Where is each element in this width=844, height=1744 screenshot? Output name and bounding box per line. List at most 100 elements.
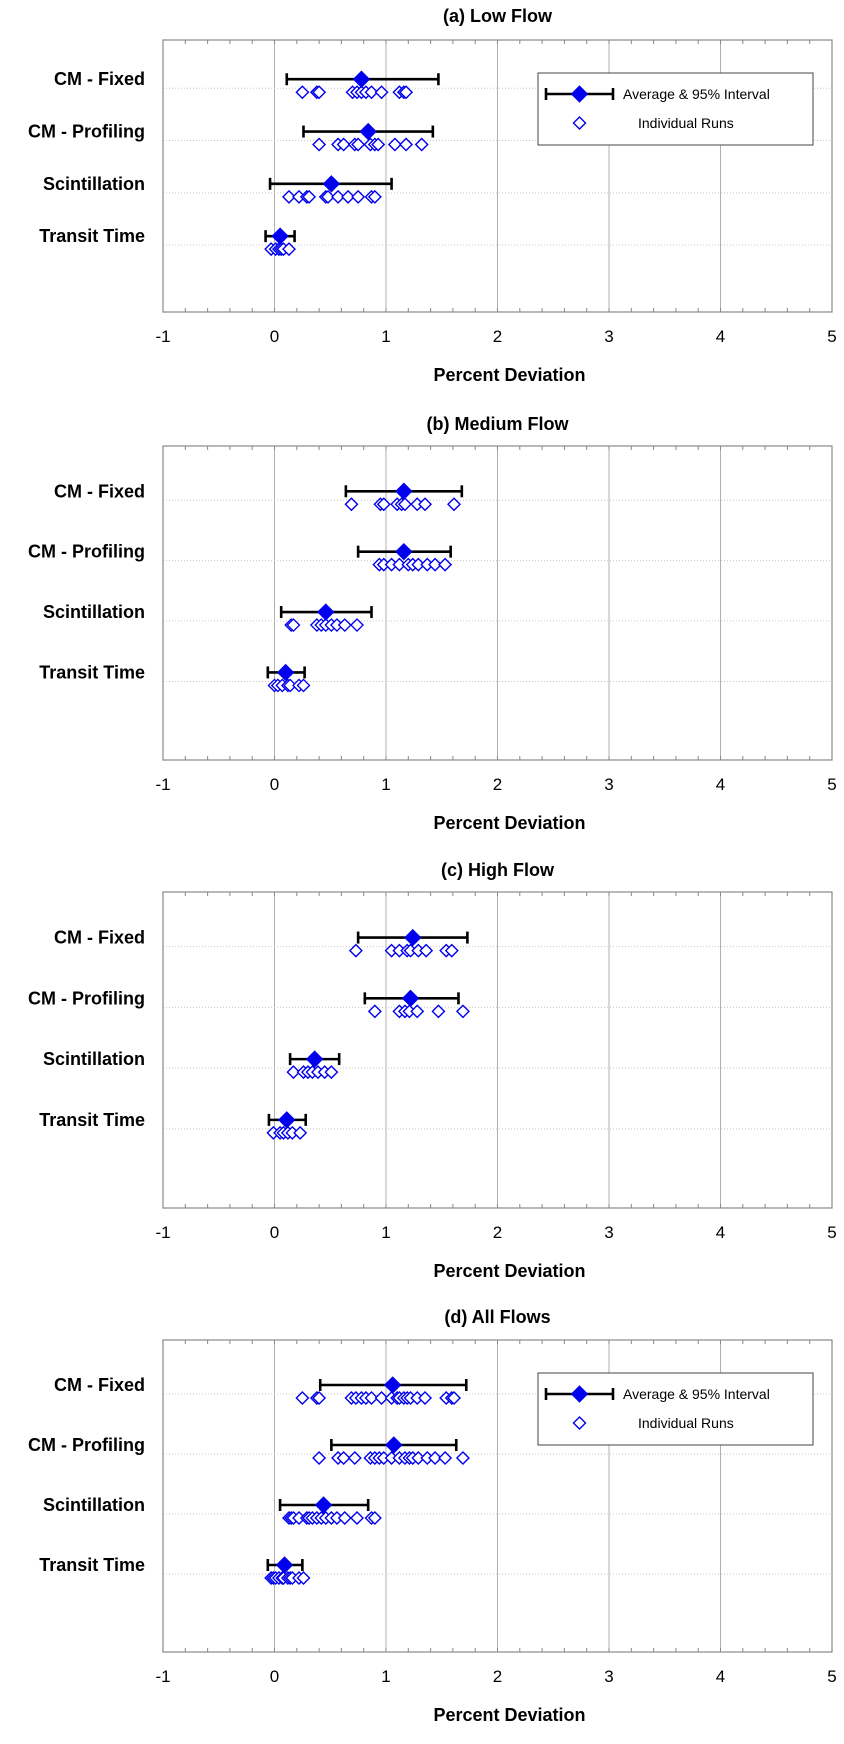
chart-title: (a) Low Flow	[443, 6, 553, 26]
individual-run-marker	[341, 189, 356, 204]
x-tick-label: -1	[155, 327, 170, 346]
category-label: Scintillation	[43, 1049, 145, 1069]
category-series	[278, 1496, 382, 1525]
category-series	[344, 482, 464, 512]
x-tick-label: 3	[604, 327, 613, 346]
individual-run-marker	[431, 1004, 446, 1019]
individual-run-marker	[312, 1391, 327, 1405]
legend-average-marker	[570, 1385, 589, 1403]
individual-run-marker	[410, 1004, 425, 1019]
individual-run-marker	[344, 497, 359, 512]
x-tick-label: -1	[155, 1223, 170, 1242]
individual-run-marker	[312, 1451, 327, 1465]
individual-run-marker	[364, 1391, 379, 1405]
individual-run-marker	[418, 1391, 433, 1405]
category-label: CM - Profiling	[28, 122, 145, 142]
legend-box	[537, 72, 814, 146]
individual-run-marker	[336, 137, 351, 152]
x-tick-label: 0	[270, 1667, 279, 1686]
category-series	[266, 663, 311, 693]
category-label: CM - Profiling	[28, 988, 145, 1008]
legend-run-marker	[572, 1416, 587, 1430]
category-series	[295, 1376, 468, 1405]
x-tick-label: 0	[270, 775, 279, 794]
chart-title: (b) Medium Flow	[427, 414, 570, 434]
individual-run-marker	[286, 1065, 301, 1080]
individual-run-marker	[367, 1004, 382, 1019]
individual-run-marker	[286, 618, 301, 633]
individual-run-marker	[336, 1451, 351, 1465]
individual-run-marker	[374, 85, 389, 100]
category-series	[348, 928, 469, 958]
individual-run-marker	[399, 85, 414, 100]
category-label: CM - Profiling	[28, 542, 145, 562]
legend-label: Average & 95% Interval	[623, 1386, 770, 1402]
category-series	[302, 122, 435, 152]
average-marker	[404, 928, 422, 947]
category-series	[356, 542, 453, 572]
legend-label: Individual Runs	[638, 1415, 734, 1431]
average-marker	[305, 1050, 324, 1068]
individual-run-marker	[447, 1391, 462, 1405]
individual-run-marker	[455, 1451, 470, 1465]
individual-run-marker	[350, 1511, 364, 1525]
average-marker	[401, 989, 420, 1008]
individual-run-marker	[282, 189, 296, 204]
x-tick-label: 2	[493, 327, 502, 346]
legend-run-marker	[572, 116, 587, 130]
category-series	[279, 603, 373, 633]
category-series	[285, 70, 440, 100]
individual-run-marker	[312, 85, 327, 100]
individual-run-marker	[296, 1571, 311, 1585]
x-axis-label: Percent Deviation	[433, 365, 585, 385]
x-tick-label: 1	[381, 1223, 390, 1242]
individual-run-marker	[296, 678, 311, 693]
category-series	[363, 989, 470, 1019]
x-tick-label: 5	[827, 1667, 836, 1686]
average-marker	[383, 1376, 402, 1394]
x-tick-label: -1	[155, 775, 170, 794]
individual-run-marker	[350, 618, 364, 633]
individual-run-marker	[295, 85, 310, 100]
category-series	[286, 1050, 341, 1080]
x-tick-label: 5	[827, 327, 836, 346]
average-marker	[314, 1496, 333, 1514]
individual-run-marker	[428, 1451, 443, 1465]
x-tick-label: 3	[604, 775, 613, 794]
individual-run-marker	[374, 1391, 389, 1405]
x-axis-label: Percent Deviation	[433, 1261, 585, 1281]
x-tick-label: -1	[155, 1667, 170, 1686]
individual-run-marker	[295, 1391, 310, 1405]
legend-label: Average & 95% Interval	[623, 86, 770, 102]
category-label: Transit Time	[39, 1555, 145, 1575]
individual-run-marker	[364, 85, 379, 100]
individual-run-marker	[302, 189, 317, 204]
average-marker	[322, 175, 341, 193]
category-label: CM - Fixed	[54, 481, 145, 501]
category-label: CM - Fixed	[54, 928, 145, 948]
category-label: Scintillation	[43, 602, 145, 622]
x-tick-label: 4	[716, 327, 725, 346]
x-tick-label: 4	[716, 775, 725, 794]
individual-run-marker	[321, 189, 336, 204]
chart-title: (d) All Flows	[444, 1307, 550, 1327]
individual-run-marker	[371, 137, 386, 152]
individual-run-marker	[282, 242, 296, 257]
average-marker	[278, 1111, 296, 1129]
category-label: CM - Fixed	[54, 69, 145, 89]
category-label: Transit Time	[39, 1110, 145, 1130]
x-tick-label: 1	[381, 775, 390, 794]
average-marker	[352, 70, 371, 88]
average-marker	[275, 1556, 294, 1574]
category-series	[264, 227, 296, 257]
legend-box	[537, 1372, 814, 1446]
average-marker	[359, 122, 377, 141]
x-axis-label: Percent Deviation	[433, 1705, 585, 1725]
legend: Average & 95% Interval Individual Runs	[537, 1372, 814, 1446]
x-tick-label: 4	[716, 1667, 725, 1686]
chart-panel: (b) Medium Flow CM - Fixed CM - Profiling S…	[28, 414, 837, 833]
individual-run-marker	[348, 943, 363, 958]
x-tick-label: 5	[827, 775, 836, 794]
category-label: Scintillation	[43, 174, 145, 194]
